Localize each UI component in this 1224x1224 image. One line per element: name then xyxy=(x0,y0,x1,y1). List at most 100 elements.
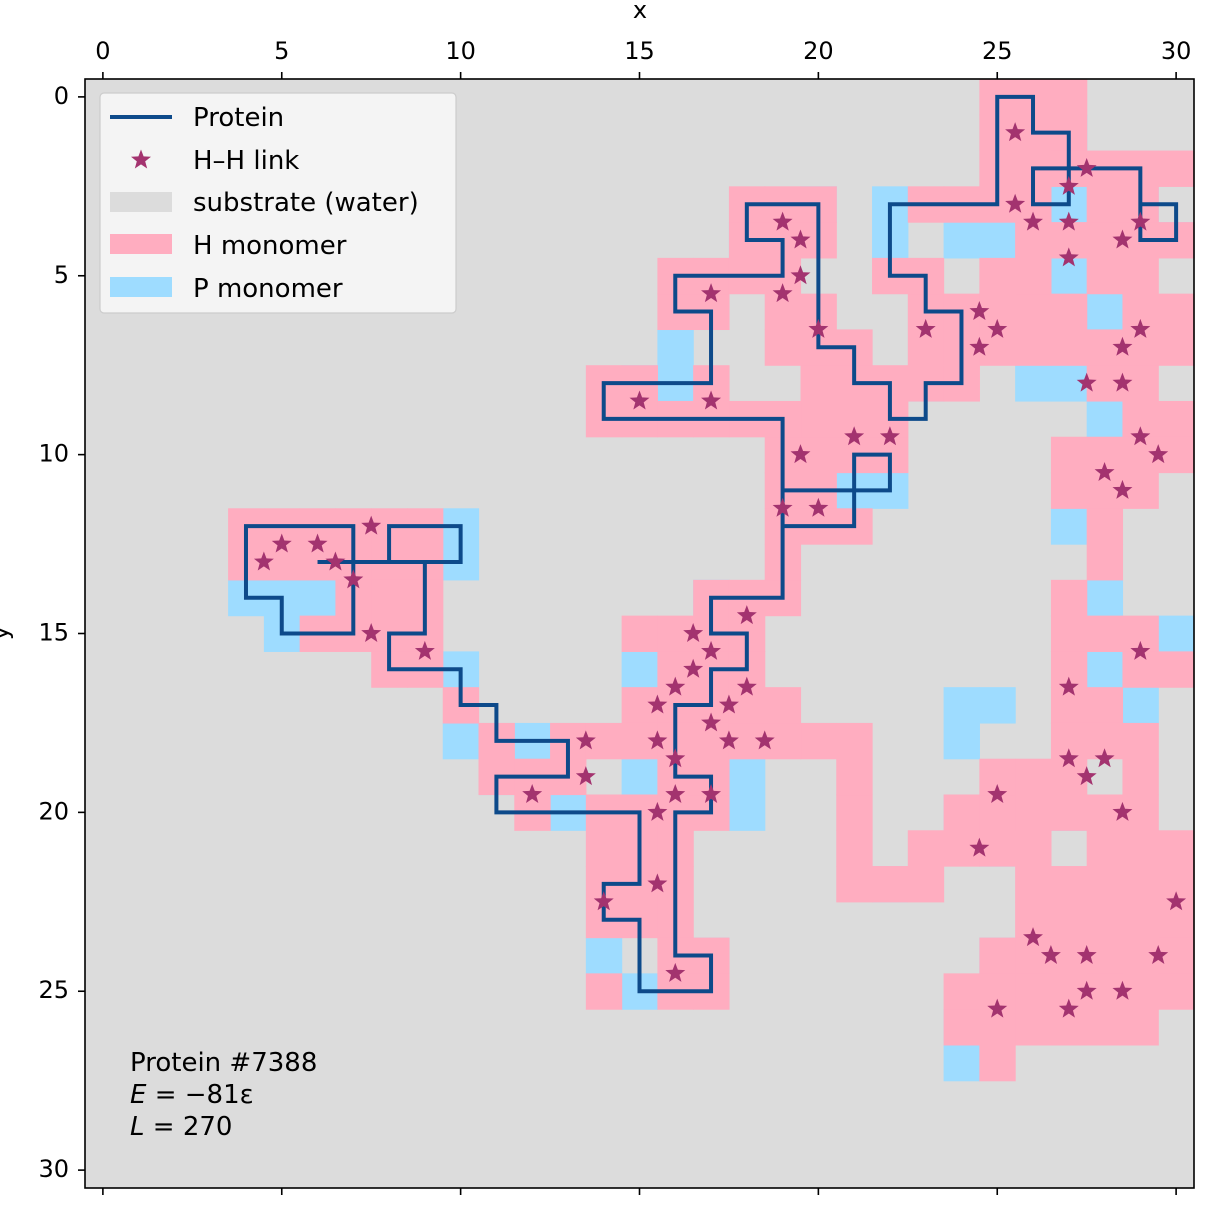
h-monomer-cell xyxy=(1122,329,1159,366)
hh-link-star xyxy=(1058,998,1079,1018)
h-monomer-cell xyxy=(979,830,1016,867)
hh-link-star xyxy=(1148,444,1169,464)
hh-link-star xyxy=(665,748,686,768)
hh-link-star xyxy=(1130,318,1151,338)
hh-link-star xyxy=(701,712,722,732)
h-monomer-cell xyxy=(371,579,408,617)
h-monomer-cell xyxy=(585,973,623,1010)
h-monomer-cell xyxy=(263,544,301,581)
hh-link-star xyxy=(987,318,1008,338)
h-monomer-cell xyxy=(800,400,837,438)
hh-link-star xyxy=(772,211,793,231)
hh-link-star xyxy=(808,318,829,338)
p-monomer-cell xyxy=(621,758,658,796)
hh-link-star xyxy=(647,694,668,714)
hh-link-star xyxy=(1130,211,1151,231)
legend-substrate-label: substrate (water) xyxy=(193,188,419,218)
hh-link-star xyxy=(1058,247,1079,267)
h-monomer-cell xyxy=(979,1009,1016,1046)
hh-link-star xyxy=(879,426,900,446)
hh-link-star xyxy=(343,569,364,589)
hh-link-star xyxy=(1076,944,1097,964)
h-monomer-cell xyxy=(1050,794,1088,831)
hh-link-star xyxy=(1058,676,1079,696)
p-monomer-cell xyxy=(585,937,623,974)
h-monomer-cell xyxy=(1122,472,1159,509)
hh-link-star xyxy=(1148,944,1169,964)
h-monomer-cell xyxy=(1158,651,1195,688)
y-tick-label: 20 xyxy=(38,797,69,825)
h-monomer-cell xyxy=(1050,615,1088,652)
p-monomer-cell xyxy=(943,687,980,724)
p-monomer-cell xyxy=(299,579,337,617)
p-monomer-cell xyxy=(728,794,766,831)
h-monomer-cell xyxy=(1015,794,1052,831)
hh-link-star xyxy=(790,444,811,464)
h-monomer-cell xyxy=(1122,830,1159,867)
h-monomer-cell xyxy=(907,866,945,903)
h-monomer-cell xyxy=(1086,186,1124,223)
hh-link-star xyxy=(647,730,668,750)
hh-link-star xyxy=(969,301,990,321)
h-monomer-cell xyxy=(1050,1009,1088,1046)
annotation-energy: E = −81ε xyxy=(130,1080,254,1110)
hh-link-star xyxy=(361,515,382,535)
h-monomer-cell xyxy=(728,687,766,724)
h-monomer-cell xyxy=(836,830,873,867)
h-monomer-cell xyxy=(1122,722,1159,760)
h-monomer-cell xyxy=(585,830,623,867)
hh-link-star xyxy=(1112,801,1133,821)
hh-link-star xyxy=(772,497,793,517)
hh-link-star xyxy=(915,318,936,338)
h-monomer-cell xyxy=(1086,615,1124,652)
x-axis-label: x xyxy=(633,0,647,24)
hh-link-star xyxy=(1112,336,1133,356)
hh-link-star xyxy=(253,551,274,571)
y-tick-label: 30 xyxy=(38,1155,69,1183)
h-monomer-cell xyxy=(1122,257,1159,295)
hh-link-star xyxy=(736,676,757,696)
p-monomer-cell xyxy=(728,758,766,796)
h-monomer-cell xyxy=(1086,901,1124,939)
p-monomer-cell xyxy=(979,687,1016,724)
hh-link-star xyxy=(665,783,686,803)
hh-link-star xyxy=(1058,748,1079,768)
hh-link-star xyxy=(522,783,543,803)
plot-area xyxy=(84,78,1195,1189)
h-monomer-cell xyxy=(943,1009,980,1046)
x-tick-label: 0 xyxy=(95,37,110,65)
hh-link-star xyxy=(808,497,829,517)
hh-link-star xyxy=(1076,157,1097,177)
h-monomer-cell xyxy=(1158,937,1195,974)
p-monomer-cell xyxy=(943,722,980,760)
hh-link-star xyxy=(1058,175,1079,195)
hh-link-star xyxy=(701,640,722,660)
hh-link-star xyxy=(1005,193,1026,213)
y-axis-ticks: 0 5 10 15 20 25 30 xyxy=(38,82,85,1183)
hh-link-star xyxy=(1112,229,1133,249)
hh-link-star xyxy=(647,873,668,893)
legend-p-swatch xyxy=(110,277,172,297)
h-monomer-cell xyxy=(764,722,802,760)
hh-link-star xyxy=(361,623,382,642)
h-monomer-cell xyxy=(836,794,873,831)
h-monomer-cell xyxy=(943,973,980,1010)
protein-path xyxy=(243,94,1179,994)
h-monomer-cell xyxy=(1015,973,1052,1010)
hh-link-star xyxy=(1130,426,1151,446)
hh-link-star xyxy=(1005,122,1026,142)
hh-link-star xyxy=(271,533,292,553)
h-monomer-cell xyxy=(1122,758,1159,796)
hh-link-star xyxy=(1166,891,1187,911)
hh-link-star xyxy=(1094,462,1115,482)
p-monomer-cell xyxy=(1122,687,1159,724)
h-monomer-cell xyxy=(1158,400,1195,438)
h-monomer-cell xyxy=(1015,329,1052,366)
legend-hh-star xyxy=(131,149,151,169)
h-monomer-cell xyxy=(1086,687,1124,724)
hh-link-star xyxy=(1076,766,1097,786)
hh-link-star xyxy=(414,640,435,660)
legend-p-label: P monomer xyxy=(193,274,343,304)
legend-hh-label: H–H link xyxy=(193,146,299,176)
